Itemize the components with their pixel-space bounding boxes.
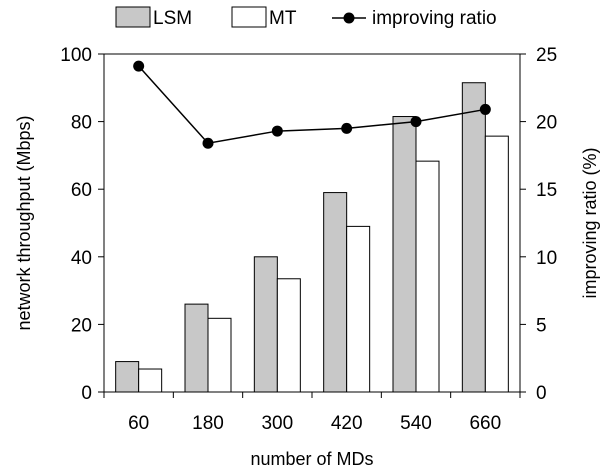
bars: [115, 82, 509, 393]
bar-lsm-540: [392, 116, 417, 393]
legend-label-mt: MT: [269, 8, 297, 29]
ratio-point-540: [410, 116, 422, 128]
y-right-tick-label-0: 0: [536, 383, 547, 404]
bar-mt-540: [415, 160, 440, 393]
x-tick-label-1: 180: [192, 413, 224, 434]
y-left-tick-label-0: 0: [81, 383, 92, 404]
x-tick-label-4: 540: [400, 413, 432, 434]
bar-mt-60: [138, 368, 163, 393]
y-right-tick-label-2: 10: [536, 248, 557, 269]
ratio-point-180: [202, 137, 214, 149]
y-left-tick-label-4: 80: [71, 113, 92, 134]
bar-lsm-180: [184, 303, 209, 393]
bar-mt-420: [346, 225, 371, 393]
bar-mt-660: [484, 135, 509, 393]
y-right-tick-label-1: 5: [536, 315, 547, 336]
bar-lsm-420: [323, 192, 348, 393]
legend-swatch-mt: [231, 6, 267, 28]
bar-lsm-300: [253, 256, 278, 393]
legend-label-ratio: improving ratio: [372, 8, 497, 29]
legend-label-lsm: LSM: [153, 8, 192, 29]
ratio-point-60: [133, 60, 145, 72]
legend: LSM MT improving ratio: [115, 6, 497, 29]
y-left-tick-label-2: 40: [71, 248, 92, 269]
y-left-tick-label-1: 20: [71, 315, 92, 336]
y-axis-right-ticks: 0 5 10 15 20 25: [520, 45, 557, 404]
y-left-tick-label-3: 60: [71, 180, 92, 201]
x-tick-label-2: 300: [261, 413, 293, 434]
x-axis-title: number of MDs: [250, 449, 373, 469]
x-tick-label-5: 660: [469, 413, 501, 434]
ratio-point-660: [479, 103, 491, 115]
x-tick-label-3: 420: [331, 413, 363, 434]
y-right-tick-label-3: 15: [536, 180, 557, 201]
x-tick-label-0: 60: [128, 413, 149, 434]
y-left-tick-label-5: 100: [60, 45, 92, 66]
y-right-tick-label-5: 25: [536, 45, 557, 66]
y-axis-left-title: network throughput (Mbps): [14, 115, 34, 330]
legend-swatch-lsm: [115, 6, 151, 28]
y-axis-left-ticks: 0 20 40 60 80 100: [60, 45, 104, 404]
bar-mt-180: [207, 317, 232, 393]
ratio-point-420: [341, 122, 353, 134]
bar-mt-300: [276, 278, 301, 393]
ratio-point-300: [271, 125, 283, 137]
ratio-series: [133, 60, 491, 149]
x-axis-ticks: 60 180 300 420 540 660: [103, 392, 521, 434]
bar-lsm-60: [115, 361, 140, 393]
y-axis-right-title: improving ratio (%): [580, 147, 600, 298]
legend-marker-ratio: [343, 12, 355, 24]
bar-lsm-660: [461, 82, 486, 393]
ratio-line-path: [138, 65, 486, 145]
y-right-tick-label-4: 20: [536, 113, 557, 134]
